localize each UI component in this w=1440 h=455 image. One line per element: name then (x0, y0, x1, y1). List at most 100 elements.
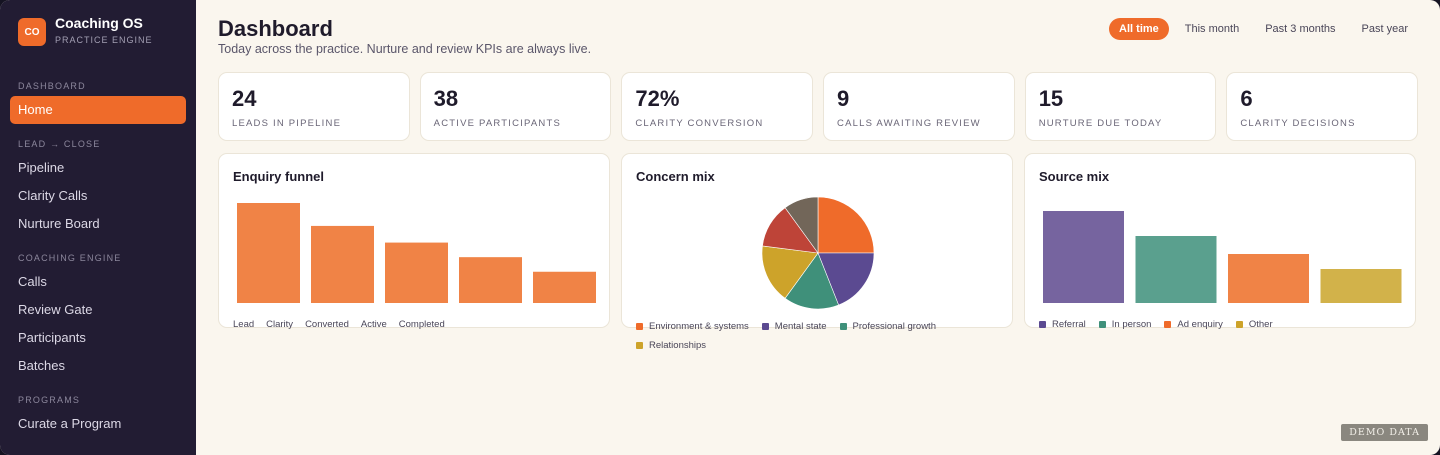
legend-item-referral: Referral (1039, 319, 1086, 330)
source-bar-referral (1043, 211, 1124, 303)
kpi-label: CLARITY DECISIONS (1240, 118, 1356, 129)
pie-slice-0 (817, 196, 875, 254)
funnel-bar-lead (237, 203, 300, 303)
funnel-category-labels: Lead Clarity Converted Active Completed (233, 319, 445, 330)
sidebar-item-curate-program[interactable]: Curate a Program (18, 416, 122, 431)
pie-slice-3 (761, 245, 819, 299)
kpi-card-nurture-due: 15 NURTURE DUE TODAY (1024, 72, 1217, 141)
main-content: Dashboard Today across the practice. Nur… (196, 0, 1440, 455)
kpi-label: CLARITY CONVERSION (635, 118, 764, 129)
legend-label: Referral (1052, 319, 1086, 330)
kpi-card-participants: 38 ACTIVE PARTICIPANTS (419, 72, 612, 141)
legend-label: In person (1111, 319, 1152, 330)
source-mix-card: Source mix Referral In person Ad enquiry Ot… (1024, 153, 1416, 330)
legend-item-ad-enquiry: Ad enquiry (1164, 319, 1223, 330)
legend-item-in-person: In person (1098, 319, 1152, 330)
funnel-label-active: Active (360, 319, 387, 330)
filter-all-time[interactable]: All time (1109, 18, 1169, 40)
concern-mix-card: Concern mix Environment & systems Mental … (621, 153, 1013, 351)
filter-past-3-months[interactable]: Past 3 months (1265, 23, 1336, 35)
sidebar-item-nurture-board[interactable]: Nurture Board (18, 216, 100, 231)
sidebar-item-pipeline[interactable]: Pipeline (18, 160, 65, 175)
legend-swatch (839, 323, 847, 330)
source-bar-in-person (1135, 236, 1217, 303)
card-title: Enquiry funnel (233, 169, 324, 184)
concern-mix-legend: Environment & systems Mental state Profess… (636, 321, 1006, 351)
funnel-bar-completed (533, 271, 596, 303)
brand-title: Coaching OS (55, 15, 143, 31)
sidebar-item-calls[interactable]: Calls (18, 274, 47, 289)
brand-subtitle: PRACTICE ENGINE (55, 35, 153, 45)
card-title: Concern mix (636, 169, 715, 184)
enquiry-funnel-chart (237, 203, 596, 303)
kpi-value: 15 (1038, 86, 1064, 111)
legend-item-other: Other (1235, 319, 1273, 330)
legend-item-0: Environment & systems (636, 321, 749, 332)
kpi-card-conversion: 72% CLARITY CONVERSION (621, 72, 814, 141)
time-filter-group: All time This month Past 3 months Past y… (1109, 18, 1418, 40)
sidebar-item-batches[interactable]: Batches (18, 358, 65, 373)
kpi-label: ACTIVE PARTICIPANTS (433, 118, 561, 129)
nav-section-lead-close: LEAD → CLOSE (18, 139, 101, 149)
funnel-bar-active (459, 257, 522, 303)
legend-swatch (761, 323, 769, 330)
legend-swatch (636, 323, 643, 330)
filter-past-year[interactable]: Past year (1361, 23, 1408, 35)
kpi-value: 24 (232, 86, 257, 111)
kpi-card-awaiting-review: 9 CALLS AWAITING REVIEW (823, 72, 1015, 141)
nav-section-programs: PROGRAMS (18, 395, 81, 405)
chart-row: Enquiry funnel Lead Clarity Converted Activ… (218, 153, 1418, 351)
source-mix-legend: Referral In person Ad enquiry Other (1039, 319, 1409, 330)
legend-label: Mental state (774, 321, 827, 332)
funnel-bar-clarity (311, 225, 374, 303)
nav-section-coaching-engine: COACHING ENGINE (18, 253, 122, 263)
sidebar: CO Coaching OS PRACTICE ENGINE DASHBOARD… (0, 0, 196, 455)
funnel-label-converted: Converted (305, 319, 349, 330)
legend-label: Other (1248, 319, 1273, 330)
sidebar-item-review-gate[interactable]: Review Gate (18, 302, 93, 317)
kpi-row: 24 LEADS IN PIPELINE 38 ACTIVE PARTICIPA… (218, 72, 1419, 141)
nav-section-dashboard: DASHBOARD (18, 81, 86, 91)
funnel-label-lead: Lead (233, 319, 255, 330)
page-title: Dashboard (218, 16, 333, 41)
kpi-value: 38 (433, 86, 459, 111)
brand-logo: CO (18, 18, 46, 46)
filter-this-month[interactable]: This month (1184, 23, 1240, 35)
legend-label: Relationships (649, 340, 707, 351)
kpi-label: CALLS AWAITING REVIEW (837, 118, 981, 129)
kpi-card-clarity-decisions: 6 CLARITY DECISIONS (1226, 72, 1419, 141)
legend-swatch (1235, 321, 1243, 328)
kpi-label: NURTURE DUE TODAY (1038, 118, 1163, 129)
kpi-value: 72% (635, 86, 680, 111)
legend-label: Professional growth (852, 321, 936, 332)
source-mix-chart (1043, 211, 1402, 303)
sidebar-item-participants[interactable]: Participants (18, 330, 86, 345)
kpi-value: 9 (837, 86, 850, 111)
legend-item-1: Mental state (761, 321, 827, 332)
legend-item-3: Relationships (636, 340, 706, 351)
pie-slice-1 (817, 252, 875, 306)
funnel-label-completed: Completed (398, 319, 445, 330)
kpi-label: LEADS IN PIPELINE (232, 118, 342, 129)
sidebar-item-clarity-calls[interactable]: Clarity Calls (18, 188, 88, 203)
legend-swatch (636, 342, 643, 349)
legend-item-2: Professional growth (839, 321, 936, 332)
kpi-value: 6 (1240, 86, 1253, 111)
funnel-label-clarity: Clarity (266, 319, 294, 330)
enquiry-funnel-card: Enquiry funnel Lead Clarity Converted Activ… (218, 153, 610, 330)
legend-swatch (1098, 321, 1106, 328)
legend-label: Ad enquiry (1177, 319, 1223, 330)
pie-slice-5 (784, 196, 819, 254)
source-bar-ad-enquiry (1228, 254, 1309, 303)
brand: CO Coaching OS PRACTICE ENGINE (18, 14, 153, 46)
kpi-card-leads: 24 LEADS IN PIPELINE (218, 72, 410, 141)
demo-data-watermark: DEMO DATA (1341, 424, 1428, 441)
sidebar-nav: DASHBOARD Home LEAD → CLOSE Pipeline Cla… (0, 76, 196, 438)
legend-swatch (1164, 321, 1172, 328)
legend-label: Environment & systems (649, 321, 749, 332)
legend-swatch (1039, 321, 1046, 328)
funnel-bar-converted (385, 242, 448, 303)
sidebar-item-home[interactable]: Home (10, 96, 186, 124)
page-subtitle: Today across the practice. Nurture and r… (218, 42, 592, 56)
